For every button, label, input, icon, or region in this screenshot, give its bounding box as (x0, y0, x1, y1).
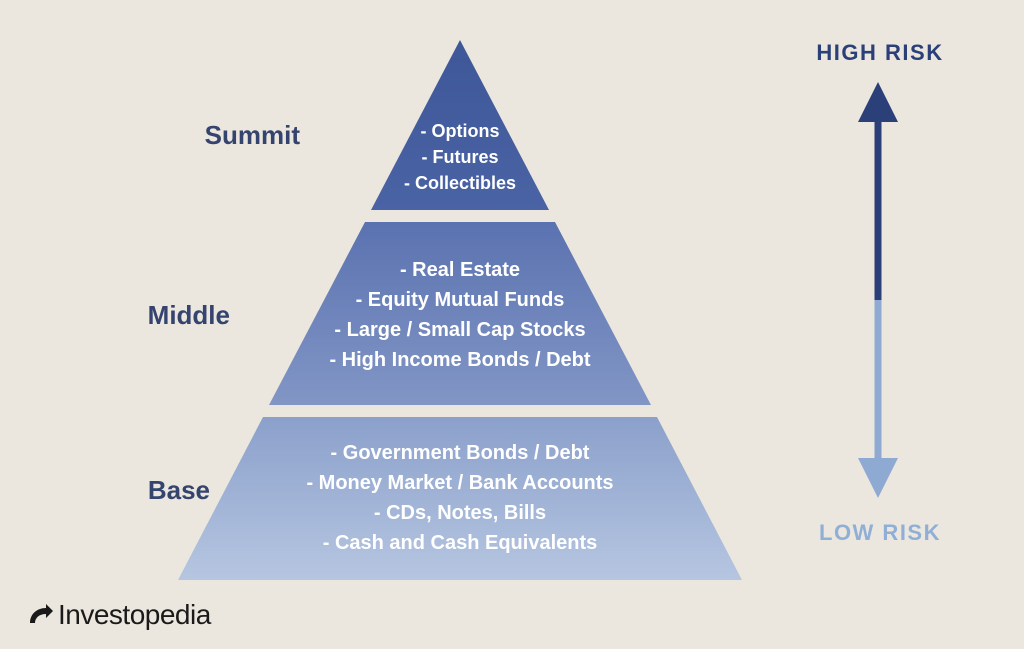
tier-label-summit: Summit (150, 120, 300, 151)
tier-item: - High Income Bonds / Debt (300, 345, 620, 375)
tier-item: - Equity Mutual Funds (300, 285, 620, 315)
tier-label-text: Base (148, 475, 210, 505)
tier-items-middle: - Real Estate- Equity Mutual Funds- Larg… (300, 255, 620, 375)
tier-item: - Government Bonds / Debt (280, 438, 640, 468)
tier-label-base: Base (60, 475, 210, 506)
tier-items-summit: - Options- Futures- Collectibles (360, 118, 560, 196)
risk-label-low: LOW RISK (800, 520, 960, 546)
tier-items-base: - Government Bonds / Debt- Money Market … (280, 438, 640, 558)
tier-item: - CDs, Notes, Bills (280, 498, 640, 528)
tier-label-text: Middle (148, 300, 230, 330)
tier-item: - Cash and Cash Equivalents (280, 528, 640, 558)
tier-item: - Options (360, 118, 560, 144)
risk-label-text: LOW RISK (819, 520, 941, 545)
brand-logo-icon (24, 600, 54, 630)
tier-item: - Large / Small Cap Stocks (300, 315, 620, 345)
tier-item: - Real Estate (300, 255, 620, 285)
tier-label-middle: Middle (80, 300, 230, 331)
brand-logo: Investopedia (24, 599, 211, 631)
tier-item: - Futures (360, 144, 560, 170)
infographic-canvas: Summit Middle Base - Options- Futures- C… (0, 0, 1024, 649)
tier-label-text: Summit (205, 120, 300, 150)
risk-label-high: HIGH RISK (800, 40, 960, 66)
risk-arrow (858, 82, 898, 498)
tier-item: - Collectibles (360, 170, 560, 196)
tier-item: - Money Market / Bank Accounts (280, 468, 640, 498)
brand-logo-text: Investopedia (58, 599, 211, 631)
risk-label-text: HIGH RISK (816, 40, 943, 65)
